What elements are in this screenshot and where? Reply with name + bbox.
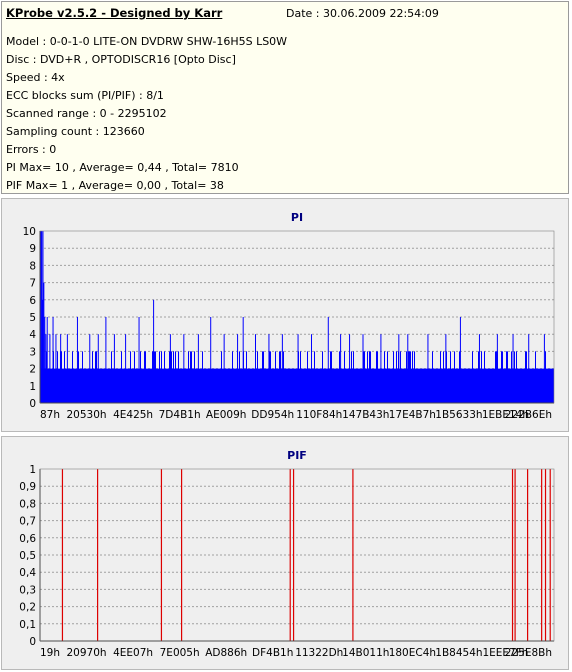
summary-panel: KProbe v2.5.2 - Designed by Karr Date : … <box>1 1 569 194</box>
y-tick-label: 1 <box>29 381 36 393</box>
x-tick-label: AD886h <box>205 647 247 659</box>
y-tick-label: 0,6 <box>19 533 36 545</box>
y-tick-label: 5 <box>29 312 36 324</box>
y-tick-label: 0 <box>29 636 36 648</box>
y-tick-label: 0,3 <box>19 584 36 596</box>
pi-stats-line: PI Max= 10 , Average= 0,44 , Total= 7810 <box>6 161 239 174</box>
y-tick-label: 4 <box>29 329 36 341</box>
y-tick-label: 8 <box>29 260 36 272</box>
pi-chart: PI 0 1 2 3 4 5 6 7 8 9 10 87h 20530h 4E425h 7D4B1h AE009… <box>23 211 555 421</box>
ecc-line: ECC blocks sum (PI/PIF) : 8/1 <box>6 89 164 102</box>
y-tick-label: 0,8 <box>19 498 36 510</box>
y-tick-label: 0,5 <box>19 550 36 562</box>
pi-baseline-fill <box>40 368 554 403</box>
errors-line: Errors : 0 <box>6 143 57 156</box>
x-tick-label: 7D4B1h <box>159 409 201 421</box>
x-tick-label: 4E425h <box>113 409 153 421</box>
x-tick-label: 19h <box>40 647 60 659</box>
y-tick-label: 0,9 <box>19 481 36 493</box>
x-tick-label: AE009h <box>206 409 247 421</box>
x-tick-label: 1B8454h <box>435 647 482 659</box>
y-tick-label: 9 <box>29 243 36 255</box>
y-tick-label: 0,7 <box>19 516 36 528</box>
x-tick-label: 110F84h <box>296 409 342 421</box>
plot-frame <box>39 230 555 404</box>
y-tick-label: 0,1 <box>19 619 36 631</box>
x-tick-label: 11322Dh <box>295 647 343 659</box>
y-tick-label: 2 <box>29 364 36 376</box>
sampling-line: Sampling count : 123660 <box>6 125 145 138</box>
y-tick-label: 7 <box>29 278 36 290</box>
y-tick-label: 0,4 <box>19 567 36 579</box>
x-tick-label: 87h <box>40 409 60 421</box>
x-tick-label: 7E005h <box>160 647 200 659</box>
y-tick-label: 6 <box>29 295 36 307</box>
pif-chart: PIF 0 0,1 0,2 0,3 0,4 0,5 0,6 0,7 0,8 0,9 1 19h 20970… <box>19 449 555 659</box>
range-line: Scanned range : 0 - 2295102 <box>6 107 167 120</box>
x-tick-label: 1EBE14h <box>482 409 529 421</box>
x-tick-label: DD954h <box>251 409 294 421</box>
chart-title: PI <box>291 211 303 224</box>
x-tick-label: DF4B1h <box>252 647 293 659</box>
pif-stats-line: PIF Max= 1 , Average= 0,00 , Total= 38 <box>6 179 224 192</box>
disc-line: Disc : DVD+R , OPTODISCR16 [Opto Disc] <box>6 53 236 66</box>
y-tick-label: 0,2 <box>19 602 36 614</box>
pif-chart-panel: PIF 0 0,1 0,2 0,3 0,4 0,5 0,6 0,7 0,8 0,9 1 19h 20970… <box>1 436 569 670</box>
scan-date: Date : 30.06.2009 22:54:09 <box>286 7 439 20</box>
x-tick-label: 14B011h <box>342 647 389 659</box>
app-title: KProbe v2.5.2 - Designed by Karr <box>6 6 223 20</box>
x-tick-label: 20530h <box>67 409 107 421</box>
y-tick-label: 0 <box>29 398 36 410</box>
chart-title: PIF <box>287 449 307 462</box>
x-tick-label: 20970h <box>67 647 107 659</box>
y-tick-label: 10 <box>23 226 36 238</box>
x-tick-label: 1B5633h <box>435 409 482 421</box>
plot-frame <box>39 468 555 642</box>
y-tick-label: 1 <box>29 464 36 476</box>
x-tick-label: 4EE07h <box>113 647 153 659</box>
x-tick-label: 225E8Bh <box>505 647 552 659</box>
x-tick-label: 147B43h <box>342 409 389 421</box>
model-line: Model : 0-0-1-0 LITE-ON DVDRW SHW-16H5S … <box>6 35 288 48</box>
x-tick-label: 17E4B7h <box>389 409 436 421</box>
speed-line: Speed : 4x <box>6 71 65 84</box>
x-tick-label: 1EEE7Fh <box>482 647 528 659</box>
x-tick-label: 222B6Eh <box>505 409 552 421</box>
x-tick-label: 180EC4h <box>389 647 436 659</box>
pi-chart-panel: PI 0 1 2 3 4 5 6 7 8 9 10 87h 20530h 4E425h 7D4B1h AE009… <box>1 198 569 432</box>
y-tick-label: 3 <box>29 346 36 358</box>
